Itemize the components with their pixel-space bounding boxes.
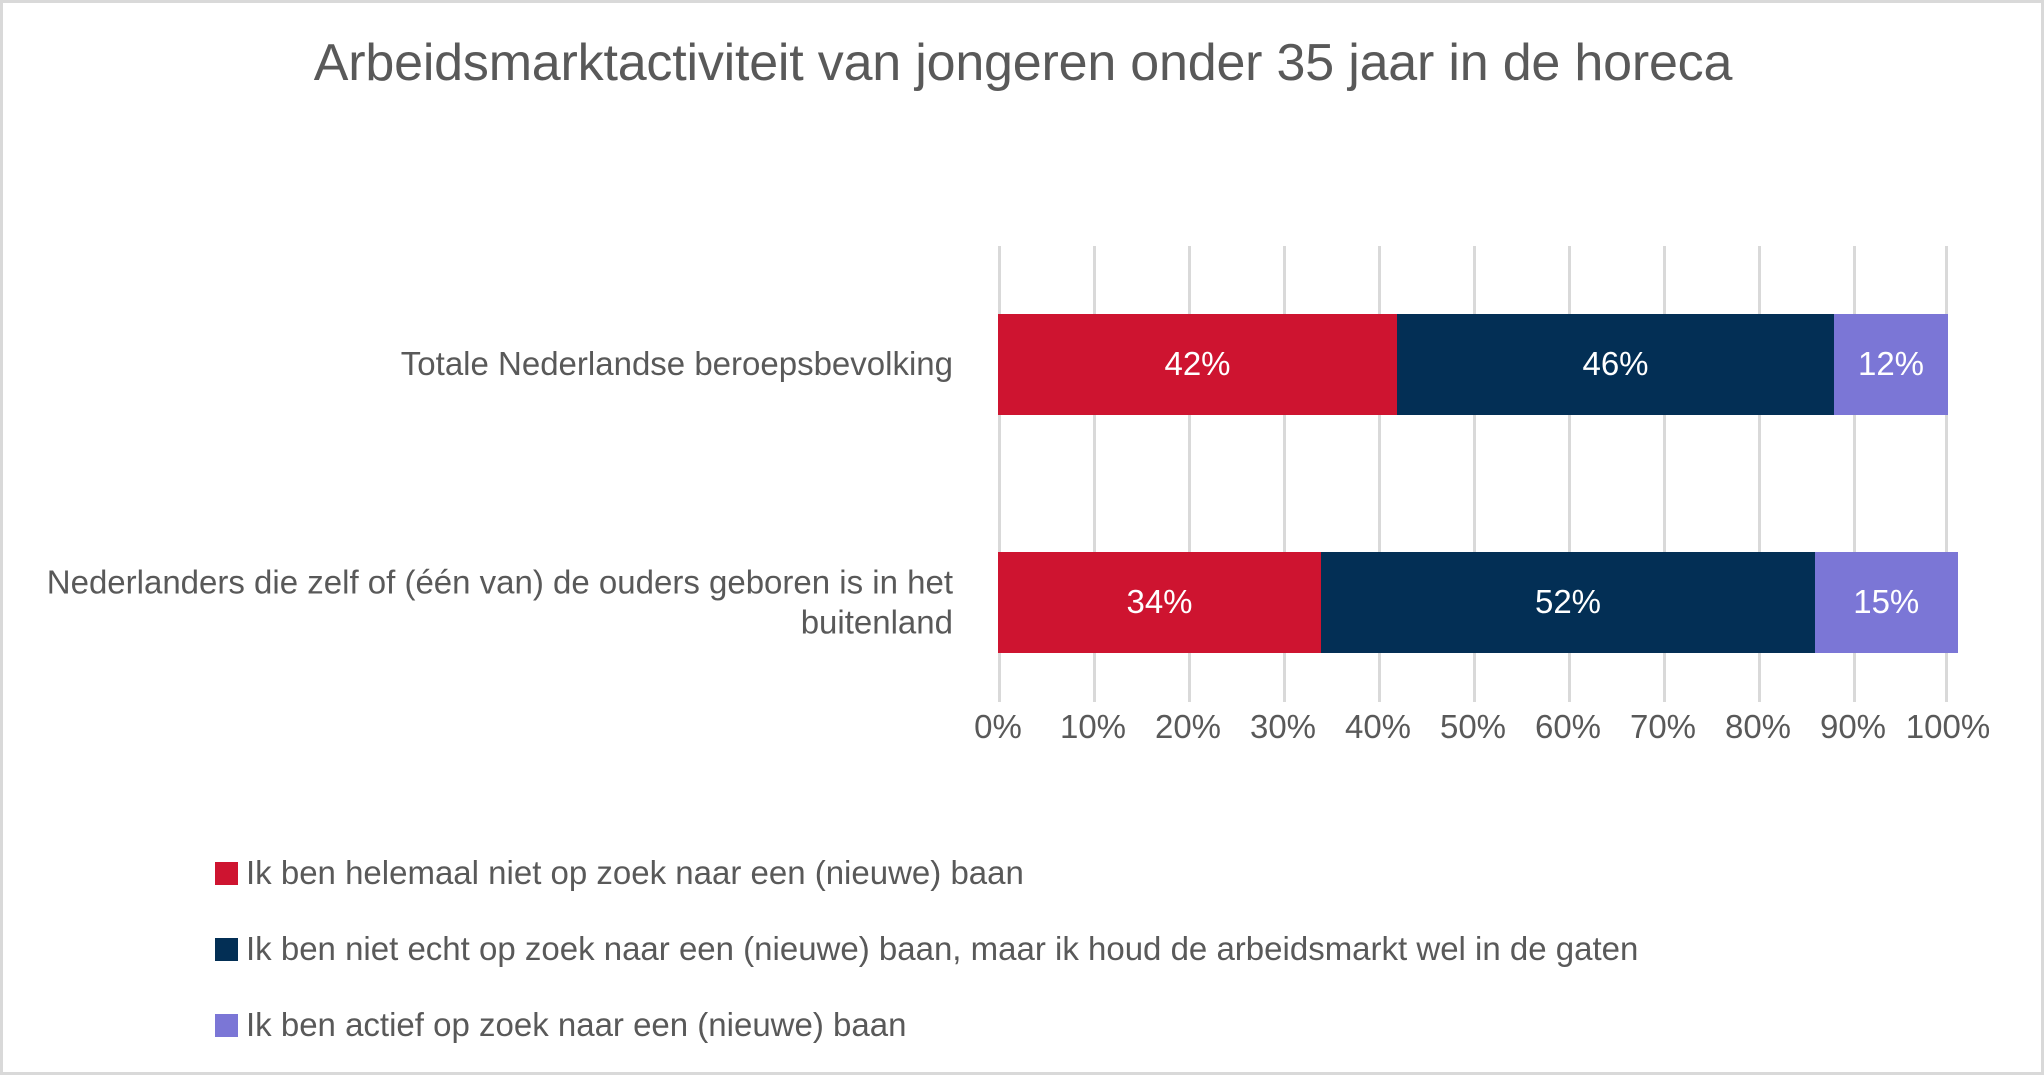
bar-row: 42% 46% 12% [998, 313, 1948, 415]
gridline [1283, 246, 1286, 702]
bar-segment[interactable]: 34% [998, 551, 1321, 653]
value-axis-tick-label: 70% [1629, 708, 1697, 745]
legend-swatch-icon [215, 1013, 238, 1037]
gridlines [998, 246, 1948, 702]
chart-legend: Ik ben helemaal niet op zoek naar een (n… [215, 835, 1915, 1063]
gridline [1093, 246, 1096, 702]
legend-label: Ik ben helemaal niet op zoek naar een (n… [246, 854, 1024, 891]
legend-label: Ik ben actief op zoek naar een (nieuwe) … [246, 1006, 907, 1043]
gridline [1758, 246, 1761, 702]
gridline [1945, 246, 1948, 702]
bar-segment[interactable]: 46% [1397, 313, 1834, 415]
bar-value-label: 15% [1853, 583, 1920, 620]
value-axis: 0% 10% 20% 30% 40% 50% 60% 70% 80% 90% 100% [974, 708, 1990, 753]
gridline [1853, 246, 1856, 702]
chart-title: Arbeidsmarktactiviteit van jongeren onde… [313, 34, 1733, 92]
gridline [1188, 246, 1191, 702]
gridline [1473, 246, 1476, 702]
value-axis-tick-label: 100% [1905, 708, 1991, 745]
bar-segment[interactable]: 52% [1321, 551, 1815, 653]
legend-item[interactable]: Ik ben helemaal niet op zoek naar een (n… [215, 835, 1915, 911]
bar-value-label: 42% [1164, 345, 1231, 382]
bar-value-label: 46% [1582, 345, 1649, 382]
plot-area: 42% 46% 12% 34% 52% 15% [998, 246, 1958, 702]
gridline [998, 246, 1001, 702]
value-axis-tick-label: 60% [1534, 708, 1602, 745]
value-axis-tick-label: 10% [1059, 708, 1127, 745]
legend-item[interactable]: Ik ben niet echt op zoek naar een (nieuw… [215, 911, 1915, 987]
value-axis-tick-label: 80% [1724, 708, 1792, 745]
value-axis-tick-label: 90% [1819, 708, 1887, 745]
category-axis-label: Nederlanders die zelf of (één van) de ou… [46, 563, 953, 640]
category-axis: Totale Nederlandse beroepsbevolking Neder… [3, 246, 978, 702]
legend-swatch-icon [215, 861, 238, 885]
bar-value-label: 52% [1534, 583, 1602, 620]
legend-item[interactable]: Ik ben actief op zoek naar een (nieuwe) … [215, 987, 1915, 1063]
value-axis-tick-label: 0% [974, 708, 1022, 745]
gridline [1378, 246, 1381, 702]
gridline [1663, 246, 1666, 702]
value-axis-tick-label: 30% [1249, 708, 1317, 745]
bar-segment[interactable]: 15% [1815, 551, 1958, 653]
value-axis-tick-label: 20% [1154, 708, 1222, 745]
gridline [1568, 246, 1571, 702]
legend-label: Ik ben niet echt op zoek naar een (nieuw… [246, 930, 1639, 967]
category-axis-label: Totale Nederlandse beroepsbevolking [400, 345, 953, 383]
bar-row: 34% 52% 15% [998, 551, 1958, 653]
bar-segment[interactable]: 42% [998, 313, 1397, 415]
bar-value-label: 34% [1126, 583, 1193, 620]
bar-segment[interactable]: 12% [1834, 313, 1948, 415]
value-axis-tick-label: 50% [1439, 708, 1507, 745]
value-axis-tick-label: 40% [1344, 708, 1412, 745]
bar-value-label: 12% [1857, 345, 1925, 382]
legend-swatch-icon [215, 937, 238, 961]
